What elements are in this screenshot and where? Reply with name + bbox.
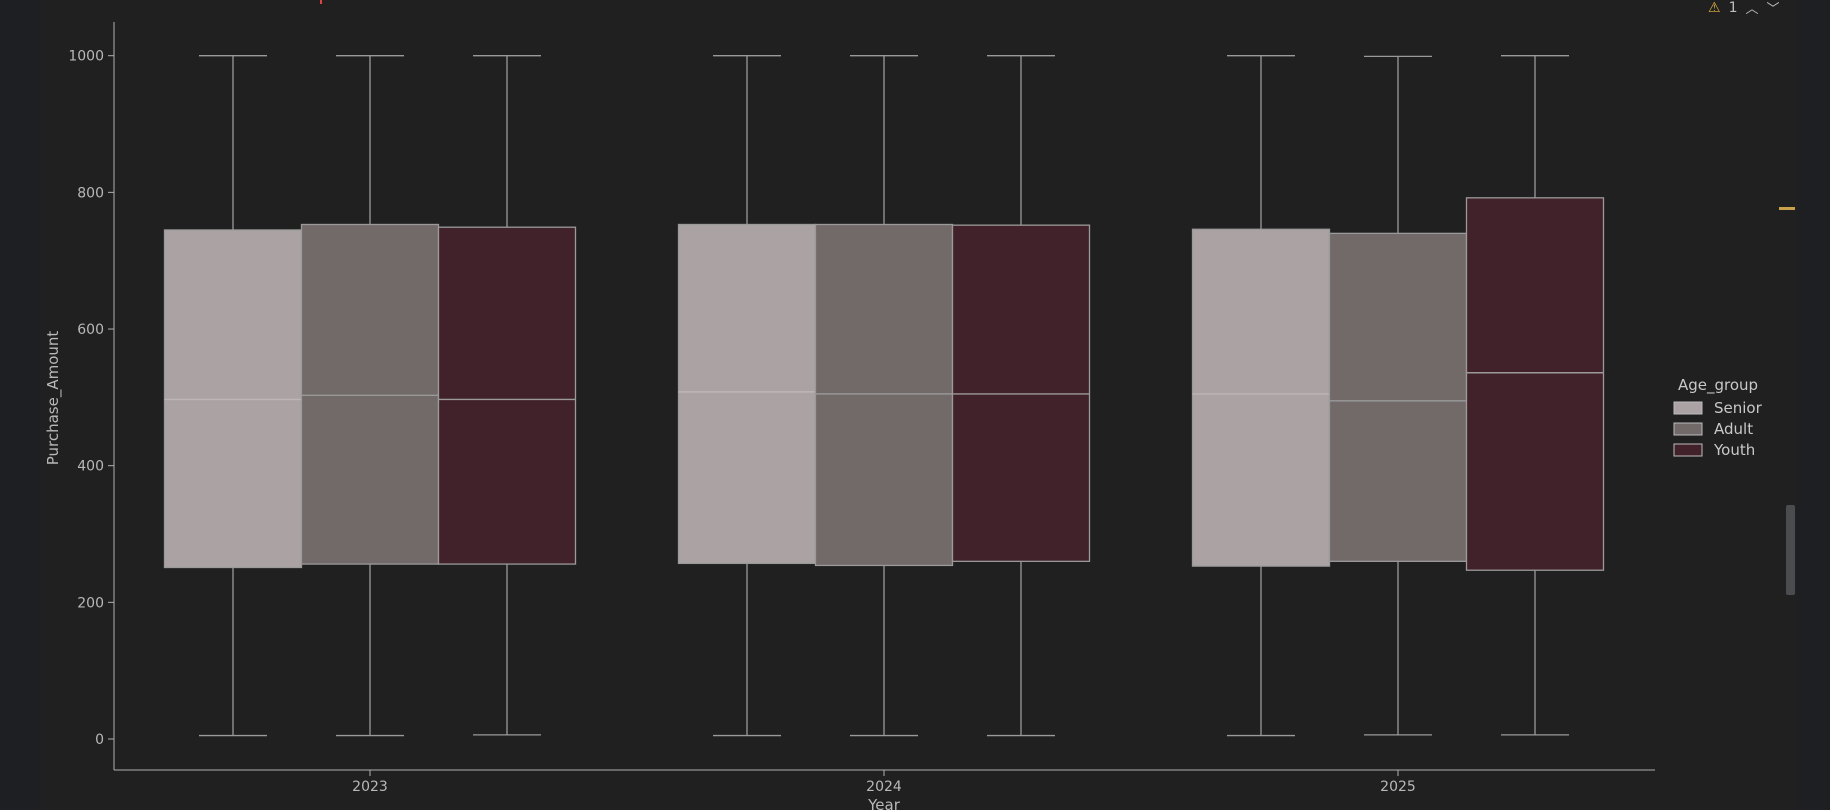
legend-label-senior: Senior [1714,399,1763,417]
legend-label-youth: Youth [1713,441,1755,459]
x-tick-label: 2025 [1380,779,1416,795]
box-senior-2024 [677,55,817,737]
y-tick-label: 800 [77,185,104,201]
box-adult-2023 [300,55,440,737]
y-tick-label: 1000 [68,49,104,65]
y-tick-label: 200 [77,595,104,611]
gutter-marker [320,0,322,4]
iqr-box [437,226,577,565]
box-adult-2024 [814,55,954,737]
box-plots [163,55,1605,737]
iqr-box [1328,232,1468,562]
box-youth-2024 [951,55,1091,737]
y-axis-title: Purchase_Amount [44,331,63,466]
y-tick-label: 400 [77,459,104,475]
legend-title: Age_group [1678,376,1758,395]
box-senior-2023 [163,55,303,737]
y-tick-label: 0 [95,732,104,748]
x-tick-label: 2024 [866,779,902,795]
inspection-toolbar: ⚠ 1 ︿ ﹀ [1708,0,1780,17]
iqr-box [1191,228,1331,567]
x-tick-label: 2023 [352,779,388,795]
scroll-marker-warning[interactable] [1779,207,1795,210]
legend-label-adult: Adult [1714,420,1753,438]
legend: Age_group Senior Adult Youth [1673,376,1763,459]
iqr-box [677,223,817,565]
legend-swatch-adult [1673,422,1703,436]
warning-icon[interactable]: ⚠ [1708,0,1721,16]
iqr-box [814,223,954,567]
box-youth-2023 [437,55,577,736]
chevron-up-icon[interactable]: ︿ [1745,2,1759,17]
legend-swatch-youth [1673,443,1703,457]
legend-swatch-senior [1673,401,1703,415]
box-youth-2025 [1465,55,1605,736]
warning-count[interactable]: 1 [1728,0,1738,16]
iqr-box [1465,197,1605,571]
axes: 0 200 400 600 800 1000 2023 2024 2025 Year Purchas… [44,22,1655,810]
y-tick-label: 600 [77,322,104,338]
x-axis-title: Year [867,796,901,810]
scrollbar-thumb[interactable] [1786,505,1795,595]
box-adult-2025 [1328,55,1468,736]
iqr-box [300,223,440,565]
box-senior-2025 [1191,55,1331,737]
scrollbar-track[interactable] [1797,0,1830,810]
chevron-down-icon[interactable]: ﹀ [1766,2,1780,17]
